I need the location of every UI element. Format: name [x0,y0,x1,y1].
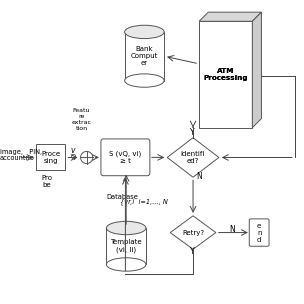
Text: Y: Y [190,128,195,137]
Text: N: N [197,172,202,181]
Bar [106,228,146,264]
Circle shape [81,151,93,164]
Text: Bank
Comput
er: Bank Comput er [131,46,158,66]
Text: Database: Database [106,194,138,200]
Ellipse shape [106,258,146,271]
Text: e
n
d: e n d [257,223,261,243]
Text: S (vQ, vi)
≥ t: S (vQ, vi) ≥ t [109,150,142,164]
Text: image,   PIN,: image, PIN, [0,149,42,154]
Ellipse shape [106,221,146,235]
Polygon shape [199,12,261,21]
Text: Featu
re
extrac
tion: Featu re extrac tion [71,108,92,131]
Text: Q: Q [71,154,76,160]
Ellipse shape [125,74,164,87]
Text: ATM
Processing: ATM Processing [203,68,248,81]
Text: accountno: accountno [0,155,35,161]
Text: ATM
Processing: ATM Processing [203,68,248,81]
Text: Proce
sing: Proce sing [41,151,60,164]
Bar [125,32,164,81]
Text: Pro
be: Pro be [42,175,53,188]
Text: Identifi
ed?: Identifi ed? [181,151,205,164]
Text: Template
(vi, Ii): Template (vi, Ii) [110,240,142,253]
Polygon shape [167,138,219,177]
Bar [199,21,252,128]
Text: Retry?: Retry? [182,230,204,236]
Polygon shape [252,12,261,128]
Text: N: N [230,225,235,234]
Text: v: v [71,146,75,155]
FancyBboxPatch shape [101,139,150,176]
Ellipse shape [125,25,164,39]
Text: Y: Y [190,247,195,256]
Bar [36,144,65,170]
Polygon shape [170,216,216,249]
Text: {vr,i  i=1,..., N: {vr,i i=1,..., N [120,199,168,206]
FancyBboxPatch shape [249,219,269,246]
